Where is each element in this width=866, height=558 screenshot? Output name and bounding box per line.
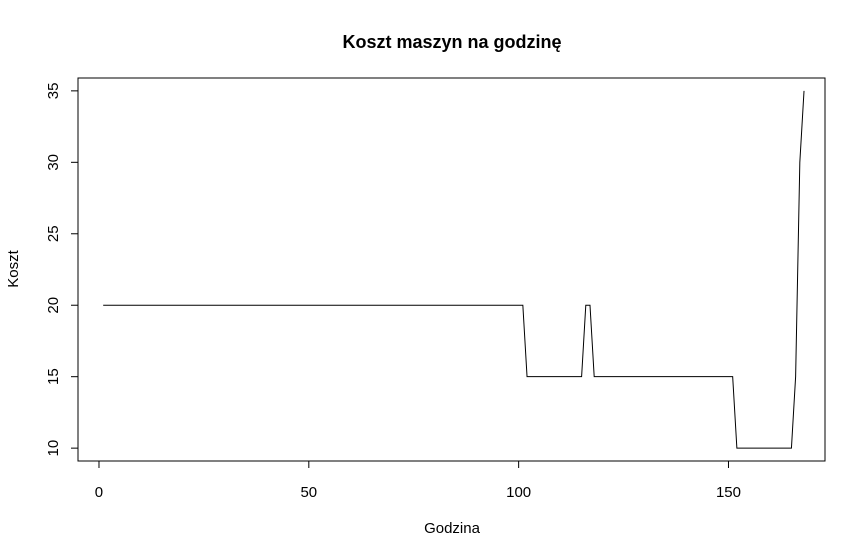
chart-title: Koszt maszyn na godzinę — [342, 32, 561, 52]
y-axis-label: Koszt — [5, 249, 22, 287]
x-tick-label: 150 — [716, 484, 741, 501]
series-line — [103, 90, 805, 449]
y-tick-label: 25 — [45, 225, 62, 242]
y-tick-label: 15 — [45, 368, 62, 385]
y-axis: 10 15 20 25 30 35 — [45, 83, 79, 457]
y-tick-label: 30 — [45, 154, 62, 171]
x-axis-label: Godzina — [424, 520, 481, 537]
x-axis: 0 50 100 150 — [95, 460, 741, 501]
y-tick-label: 35 — [45, 83, 62, 100]
plot-frame — [77, 77, 826, 462]
y-tick-label: 20 — [45, 297, 62, 314]
x-tick-label: 0 — [95, 484, 103, 501]
y-tick-label: 10 — [45, 440, 62, 457]
x-tick-label: 100 — [506, 484, 531, 501]
x-tick-label: 50 — [300, 484, 317, 501]
